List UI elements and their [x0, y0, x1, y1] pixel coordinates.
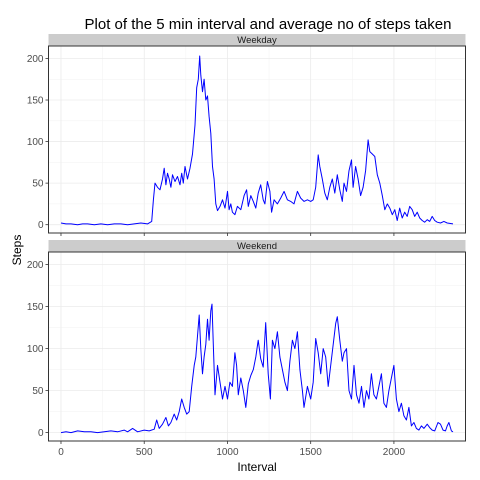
- series-line-weekday: [60, 55, 454, 226]
- facet-panel-weekday: Weekday 0 50 100 150 200: [27, 34, 466, 236]
- y-axis-title: Steps: [10, 235, 24, 266]
- x-tick-label: 2000: [383, 447, 406, 458]
- facet-strip-label: Weekend: [237, 241, 277, 252]
- y-tick-label: 200: [27, 260, 44, 271]
- facet-strip-label: Weekday: [237, 35, 277, 46]
- chart-title: Plot of the 5 min interval and average n…: [85, 16, 452, 33]
- facet-strip: [48, 240, 466, 252]
- panel-border: [48, 251, 466, 442]
- y-tick-label: 200: [27, 54, 44, 65]
- y-tick-label: 0: [38, 428, 44, 439]
- y-tick-label: 150: [27, 302, 44, 313]
- series-line-weekend: [60, 303, 454, 434]
- x-tick-label: 1000: [216, 447, 239, 458]
- y-tick-label: 150: [27, 96, 44, 107]
- y-tick-label: 50: [32, 386, 44, 397]
- y-tick-label: 100: [27, 344, 44, 355]
- x-tick-label: 0: [58, 447, 64, 458]
- x-tick-label: 500: [136, 447, 153, 458]
- y-tick-label: 50: [32, 179, 44, 190]
- y-tick-label: 100: [27, 137, 44, 148]
- x-axis-title: Interval: [237, 460, 276, 474]
- panel-border: [48, 45, 466, 234]
- x-tick-label: 1500: [300, 447, 323, 458]
- facet-strip: [48, 34, 466, 46]
- panel-background: [48, 46, 466, 233]
- y-tick-label: 0: [38, 220, 44, 231]
